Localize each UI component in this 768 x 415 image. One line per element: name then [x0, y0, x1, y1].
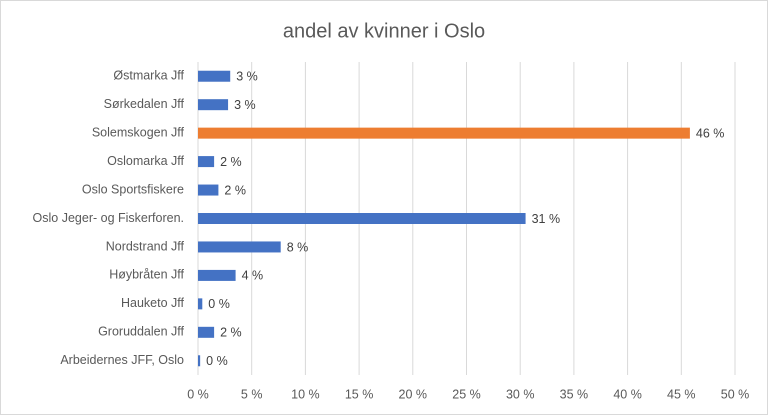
y-tick-label: Hauketo Jff [121, 296, 185, 310]
bar [198, 269, 236, 281]
bar [198, 326, 215, 338]
value-label: 4 % [242, 269, 264, 283]
bar [198, 70, 231, 82]
bar [198, 355, 201, 367]
value-label: 31 % [532, 212, 561, 226]
y-tick-label: Høybråten Jff [109, 268, 184, 282]
y-tick-label: Sørkedalen Jff [104, 97, 185, 111]
value-label: 3 % [236, 70, 258, 84]
y-tick-label: Oslomarka Jff [107, 154, 184, 168]
bar [198, 99, 229, 111]
y-tick-label: Oslo Jeger- og Fiskerforen. [33, 211, 184, 225]
bar [198, 156, 215, 168]
chart-title: andel av kvinner i Oslo [283, 20, 485, 42]
x-tick-label: 15 % [345, 387, 374, 401]
value-label: 46 % [696, 126, 725, 140]
bar [198, 184, 219, 196]
bar [198, 298, 203, 310]
y-tick-label: Arbeidernes JFF, Oslo [60, 353, 184, 367]
x-tick-label: 5 % [241, 387, 263, 401]
x-tick-label: 20 % [399, 387, 428, 401]
x-tick-label: 45 % [667, 387, 696, 401]
x-tick-label: 50 % [721, 387, 750, 401]
y-tick-label: Groruddalen Jff [98, 325, 184, 339]
x-tick-label: 0 % [187, 387, 209, 401]
value-label: 2 % [220, 155, 242, 169]
x-tick-label: 25 % [452, 387, 481, 401]
value-label: 2 % [220, 326, 242, 340]
value-label: 3 % [234, 98, 256, 112]
x-tick-label: 35 % [560, 387, 589, 401]
y-tick-label: Nordstrand Jff [106, 239, 185, 253]
value-label: 8 % [287, 240, 309, 254]
bar [198, 213, 526, 224]
y-tick-label: Østmarka Jff [113, 69, 184, 83]
value-label: 0 % [206, 354, 228, 368]
bar [198, 127, 690, 139]
value-label: 0 % [208, 297, 230, 311]
x-tick-label: 40 % [613, 387, 642, 401]
value-label: 2 % [224, 183, 246, 197]
y-tick-label: Oslo Sportsfiskere [82, 182, 184, 196]
bar [198, 241, 281, 253]
x-tick-label: 30 % [506, 387, 535, 401]
x-tick-label: 10 % [291, 387, 320, 401]
y-tick-label: Solemskogen Jff [92, 125, 185, 139]
